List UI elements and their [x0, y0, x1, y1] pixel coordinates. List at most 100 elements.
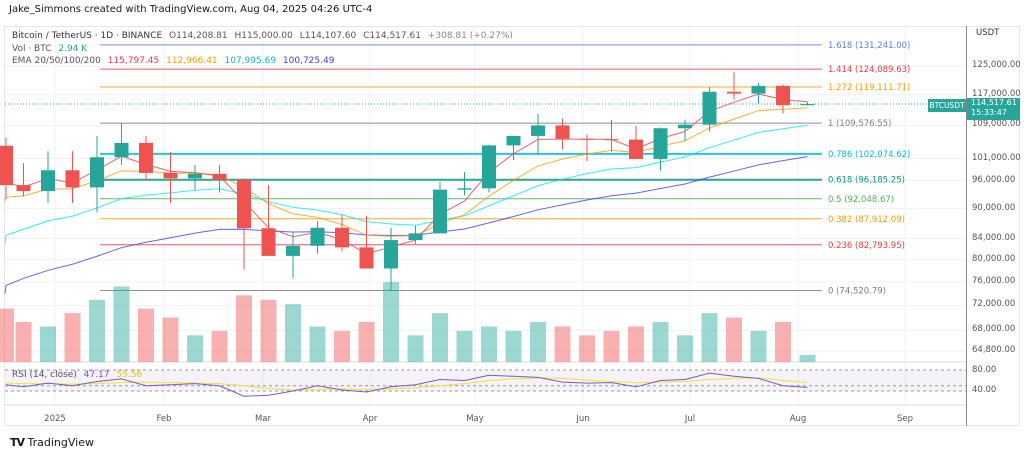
fib-level-label: 1.414 (124,089.63): [828, 65, 910, 75]
rsi-legend[interactable]: RSI (14, close) 47.17 55.56: [12, 370, 146, 380]
candle-body: [800, 104, 815, 106]
volume-bar: [0, 308, 14, 362]
ema-label: EMA 20/50/100/200: [12, 56, 101, 66]
candle-body: [408, 233, 423, 241]
low-value: L114,107.60: [299, 31, 357, 41]
candle-body: [335, 227, 349, 248]
rsi-line: [5, 372, 808, 397]
fib-level-label: 0.236 (82,793.95): [828, 241, 905, 251]
currency-label[interactable]: USDT: [976, 28, 1000, 38]
candle-body: [629, 139, 643, 159]
candle-body: [310, 227, 325, 246]
candle-body: [653, 128, 668, 159]
volume-bar: [677, 335, 693, 362]
candle-body: [90, 157, 104, 188]
candle-body: [261, 228, 276, 256]
price-tick: 101,000.00: [972, 152, 1021, 163]
candle-body: [580, 138, 594, 140]
volume-label: Vol · BTC: [12, 44, 52, 54]
price-tick: 64,800.00: [972, 345, 1016, 356]
volume-bar: [505, 330, 522, 362]
candle-body: [359, 247, 374, 269]
volume-bar: [481, 326, 497, 362]
last-price: 114,517.61: [971, 98, 1017, 107]
candle-body: [482, 145, 496, 189]
candle-body: [776, 85, 790, 106]
candle-body: [139, 142, 153, 173]
close-value: C114,517.61: [363, 31, 421, 41]
volume-bar: [530, 322, 546, 362]
symbol-price-tag: BTCUSDT: [928, 99, 966, 112]
volume-bar: [309, 326, 326, 362]
candle-body: [678, 124, 692, 129]
rsi-ma-value: 55.56: [116, 370, 143, 380]
price-tick: 84,000.00: [972, 232, 1016, 243]
change-value: +308.81 (+0.27%): [427, 31, 513, 41]
chart-frame: [4, 26, 1020, 426]
volume-bar: [113, 286, 130, 362]
open-value: O114,208.81: [169, 31, 228, 41]
candle-body: [0, 145, 13, 186]
rsi-label: RSI (14, close): [12, 370, 77, 380]
volume-bar: [554, 326, 571, 362]
rsi-tick: 40.00: [972, 385, 997, 395]
candle-body: [65, 170, 80, 188]
tradingview-logo[interactable]: TV TradingView: [10, 436, 94, 449]
candle-body: [751, 85, 766, 94]
time-tick: Aug: [789, 414, 807, 424]
volume-bar: [407, 335, 424, 362]
price-tick: 125,000.00: [972, 60, 1021, 70]
volume-bar: [579, 335, 595, 362]
candle-body: [457, 188, 472, 190]
fib-level-label: 1.272 (119,111.71): [828, 83, 910, 93]
candle-body: [188, 173, 202, 179]
ema20-line: [4, 93, 808, 255]
candle-body: [604, 139, 619, 141]
rsi-value: 47.17: [83, 370, 110, 380]
volume-bar: [701, 313, 718, 362]
candle-body: [506, 135, 521, 146]
volume-legend[interactable]: Vol · BTC 2.94 K: [12, 44, 91, 54]
candle-body: [555, 125, 570, 139]
volume-bar: [64, 313, 81, 362]
time-tick: Sep: [896, 414, 914, 424]
fib-level-label: 0.5 (92,048.67): [828, 195, 894, 205]
ema50-value: 112,966.41: [166, 56, 218, 66]
volume-bar: [603, 330, 620, 362]
time-tick: Feb: [156, 414, 172, 424]
volume-bar: [15, 322, 32, 362]
volume-bar: [285, 304, 301, 362]
volume-bar: [211, 330, 228, 362]
ema200-value: 100,725.49: [282, 56, 335, 66]
candle-body: [163, 172, 178, 179]
high-value: H115,000.00: [234, 31, 293, 41]
price-tick: 72,000.00: [972, 299, 1016, 310]
volume-bar: [236, 295, 252, 362]
candle-body: [433, 189, 447, 234]
volume-bar: [456, 330, 473, 362]
candle-body: [114, 142, 129, 158]
candle-body: [286, 245, 300, 256]
symbol-legend[interactable]: Bitcoin / TetherUS · 1D · BINANCE O114,2…: [12, 31, 517, 41]
volume-bar: [432, 313, 448, 362]
volume-value: 2.94 K: [58, 44, 88, 54]
fib-level-label: 1 (109,576.55): [828, 119, 891, 129]
volume-bar: [726, 317, 742, 362]
price-tick: 109,000.00: [972, 119, 1021, 130]
time-tick: Mar: [254, 414, 272, 424]
time-tick: Jul: [684, 414, 696, 424]
bar-countdown: 15:33:47: [971, 108, 1007, 117]
ema100-value: 107,995.69: [224, 56, 277, 66]
time-tick: May: [466, 414, 484, 424]
volume-bar: [187, 335, 203, 362]
price-tick: 68,000.00: [972, 324, 1016, 335]
rsi-tick: 80.00: [972, 365, 997, 375]
time-tick: 2025: [44, 414, 66, 424]
volume-bar: [89, 299, 105, 362]
candle-body: [41, 170, 55, 192]
ema-legend[interactable]: EMA 20/50/100/200 115,797.45 112,966.41 …: [12, 56, 338, 66]
fib-level-label: 0 (74,520.79): [828, 286, 886, 296]
credit-text: Jake_Simmons created with TradingView.co…: [9, 4, 373, 15]
